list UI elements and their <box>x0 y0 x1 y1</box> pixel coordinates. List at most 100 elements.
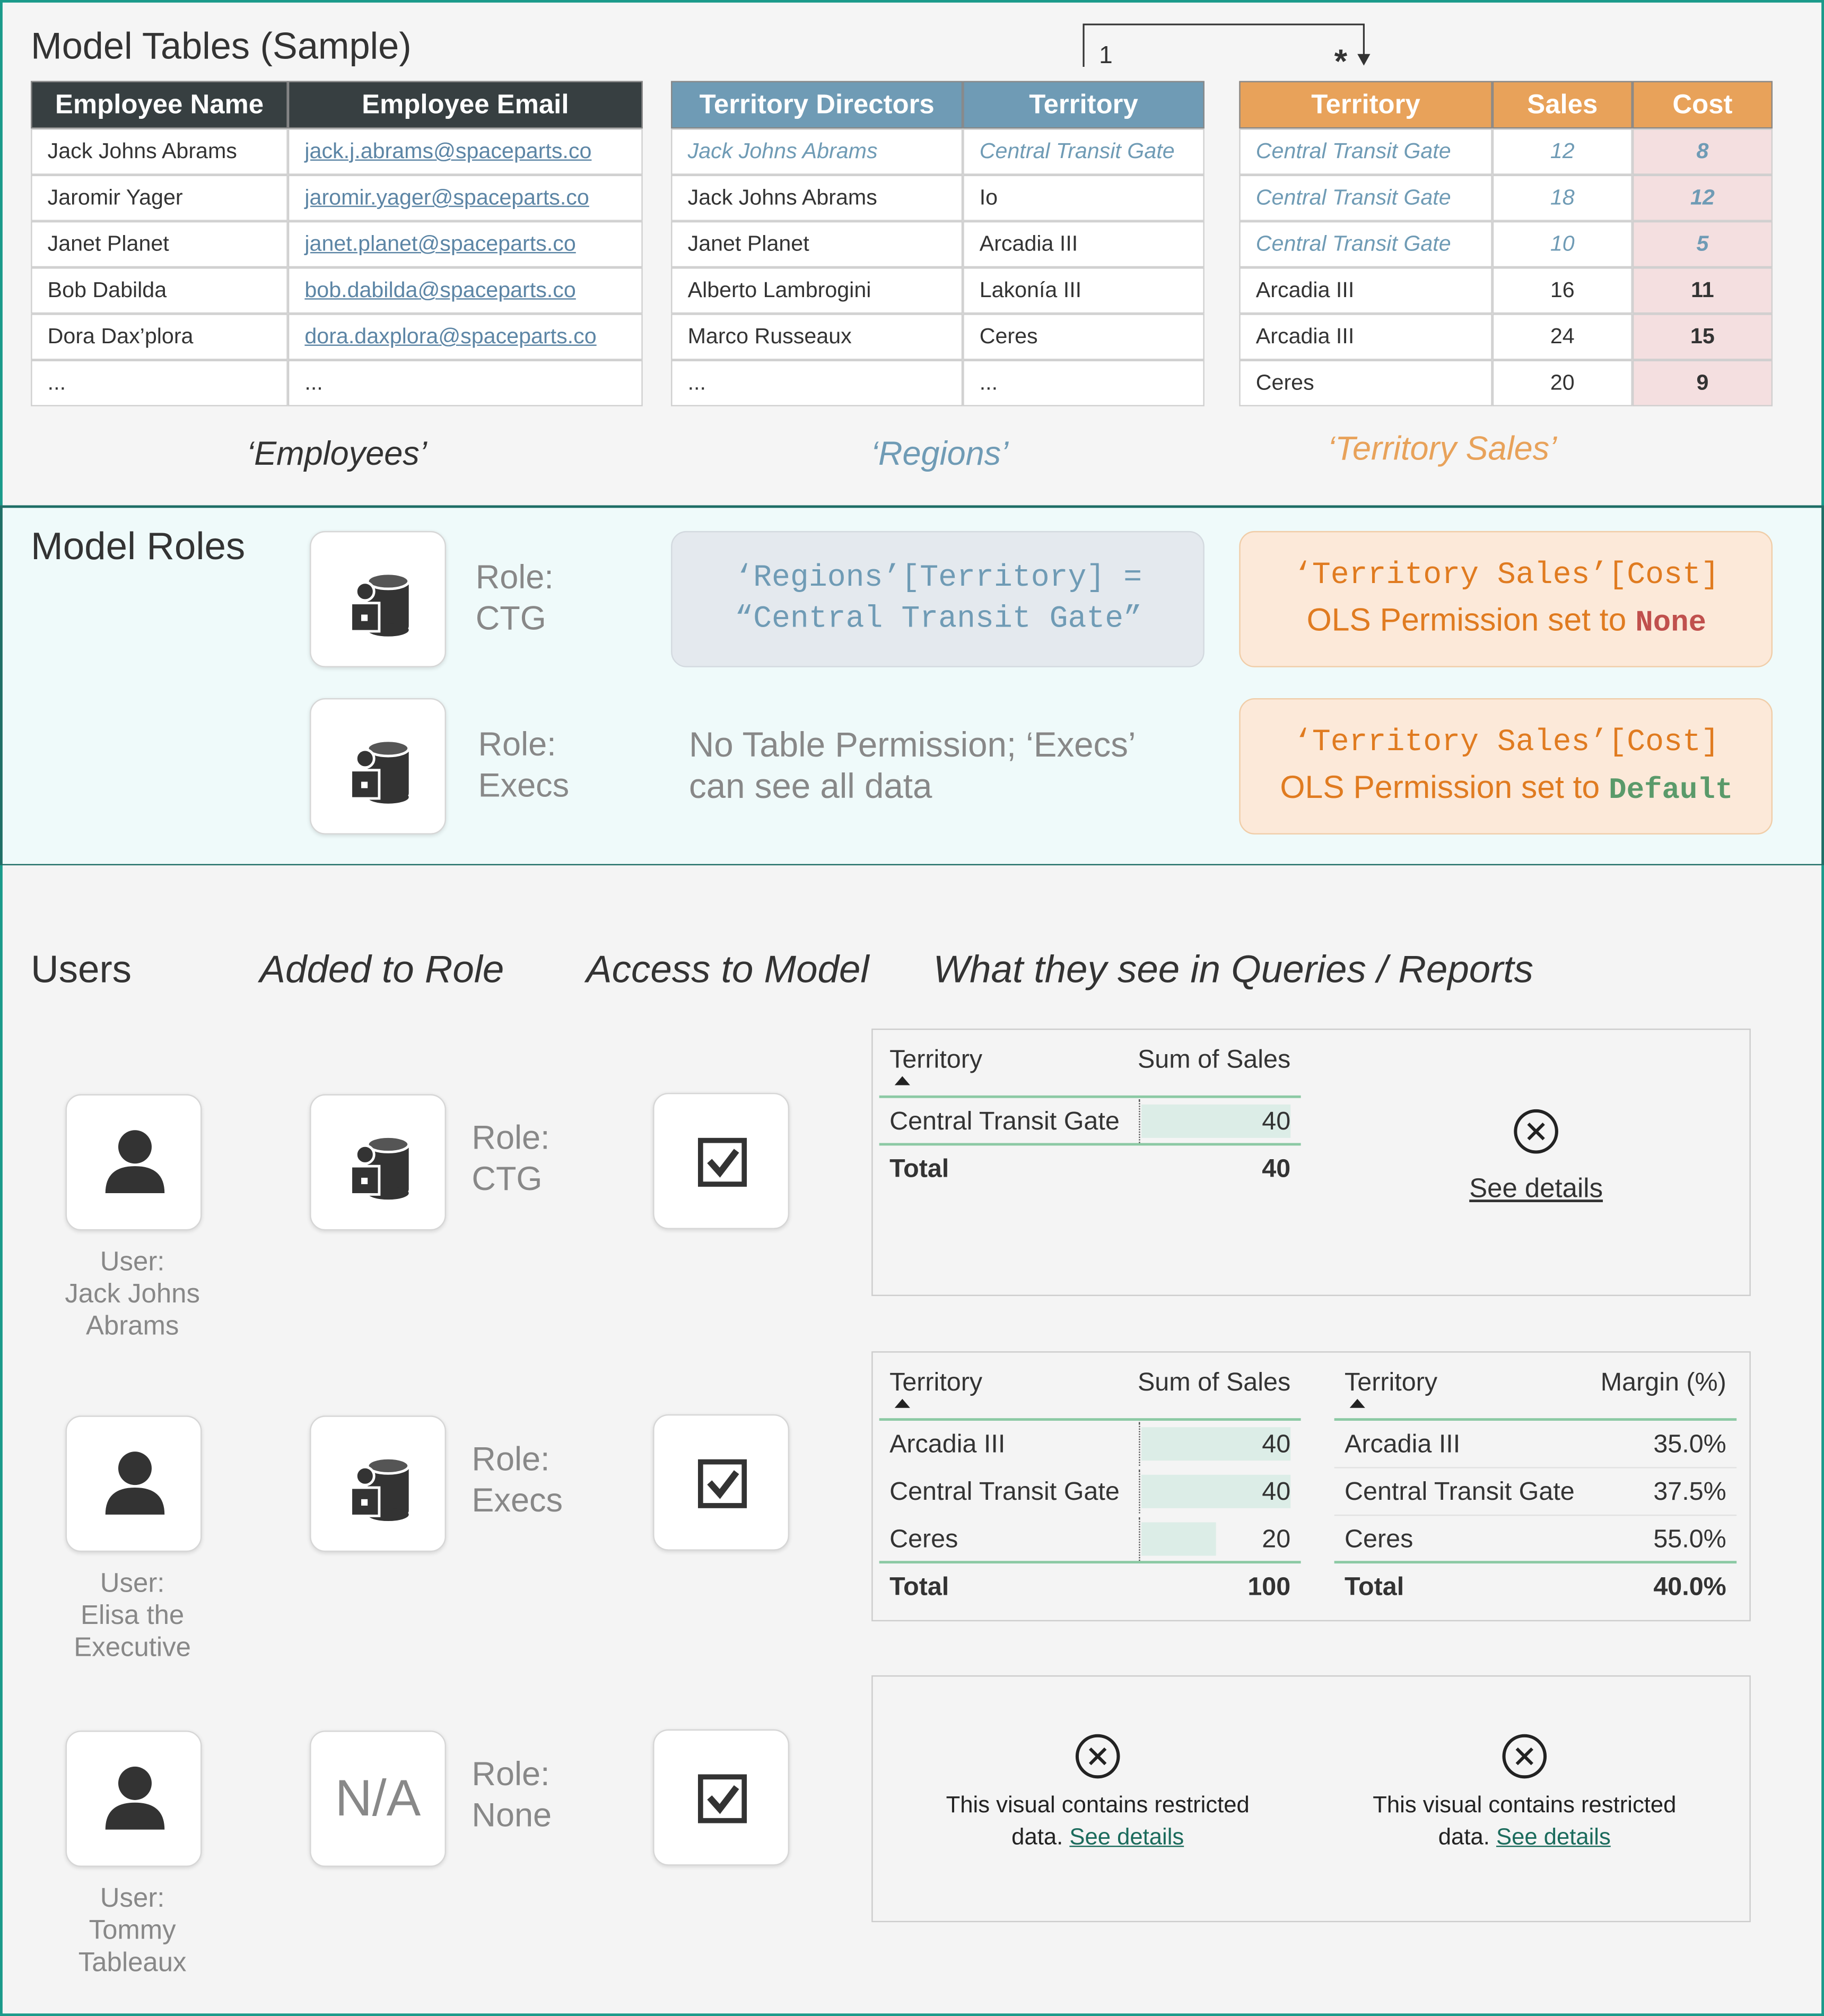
table-cell: 16 <box>1492 267 1633 314</box>
text: 1 <box>1099 42 1113 69</box>
table-cell: Io <box>963 175 1205 221</box>
text: Abrams <box>85 1311 179 1341</box>
text: This visual contains restricted <box>946 1792 1250 1818</box>
table-cell: Arcadia III <box>1239 267 1493 314</box>
table-cell: Ceres <box>1239 360 1493 406</box>
text: Role: <box>478 724 556 763</box>
report-panel <box>871 1675 1751 1923</box>
report-panel <box>871 1028 1751 1296</box>
header-line <box>1334 1418 1737 1421</box>
see-details-link[interactable]: See details <box>1069 1823 1184 1850</box>
text: can see all data <box>689 767 932 806</box>
ols-text: OLS Permission set to <box>1280 769 1600 806</box>
text: Execs <box>472 1480 563 1519</box>
text: None <box>472 1795 552 1835</box>
text: ‘Territory Sales’[Cost] <box>1293 559 1720 594</box>
text: Total <box>889 1155 949 1184</box>
icon <box>105 1766 165 1830</box>
text: Margin (%) <box>1600 1368 1726 1397</box>
table-header: Employee Email <box>287 81 643 129</box>
table-cell: Central Transit Gate <box>1239 175 1493 221</box>
text: Tableaux <box>78 1948 187 1978</box>
header-line <box>879 1418 1301 1421</box>
text: Sum of Sales <box>1137 1046 1291 1074</box>
text: 37.5% <box>1653 1478 1726 1507</box>
text: Role: <box>475 557 554 596</box>
icon <box>697 1774 747 1823</box>
text: CTG <box>475 598 546 637</box>
table-header: Territory Directors <box>671 81 963 129</box>
sort-arrow <box>894 1076 910 1085</box>
see-details-link[interactable]: See details <box>1496 1823 1611 1850</box>
icon <box>697 1137 747 1187</box>
error-icon <box>1514 1109 1558 1154</box>
role-icon <box>310 1415 446 1552</box>
table-header: Cost <box>1632 81 1773 129</box>
sort-arrow <box>1349 1398 1365 1408</box>
ols-setting: None <box>1635 606 1707 640</box>
restricted-line: data. See details <box>1438 1824 1611 1851</box>
icon <box>350 739 411 804</box>
table-cell: 8 <box>1632 128 1773 175</box>
bar-axis <box>1139 1517 1140 1561</box>
table-cell: 18 <box>1492 175 1633 221</box>
table-cell: Alberto Lambrogini <box>671 267 963 314</box>
text: Arcadia III <box>1345 1430 1461 1459</box>
icon <box>105 1452 165 1515</box>
ols-line: OLS Permission set to Default <box>1280 769 1733 806</box>
text: 20 <box>1262 1525 1291 1554</box>
text: Central Transit Gate <box>889 1478 1120 1507</box>
user-icon <box>65 1415 202 1552</box>
error-icon <box>1075 1734 1120 1779</box>
text: 55.0% <box>1653 1525 1726 1554</box>
table-cell: Jaromir Yager <box>31 175 288 221</box>
table-cell: Central Transit Gate <box>1239 128 1493 175</box>
text: ‘Territory Sales’ <box>1328 429 1557 467</box>
text: Arcadia III <box>889 1430 1006 1459</box>
restricted-line: data. See details <box>1011 1824 1184 1851</box>
bar-axis <box>1139 1422 1140 1466</box>
ols-setting: Default <box>1609 773 1733 807</box>
table-cell: 10 <box>1492 221 1633 268</box>
report-panel <box>871 1351 1751 1622</box>
table-cell: Lakonía III <box>963 267 1205 314</box>
table-cell: 24 <box>1492 314 1633 360</box>
text: 40 <box>1262 1430 1291 1459</box>
icon <box>350 1135 411 1200</box>
text: Central Transit Gate <box>889 1107 1120 1136</box>
table-cell: 5 <box>1632 221 1773 268</box>
role-icon <box>310 1094 446 1231</box>
role-icon: N/A <box>310 1731 446 1867</box>
user-icon <box>65 1731 202 1867</box>
table-cell: jaromir.yager@spaceparts.co <box>287 175 643 221</box>
table-header: Employee Name <box>31 81 288 129</box>
text: 40 <box>1262 1155 1291 1184</box>
bar-axis <box>1139 1099 1140 1143</box>
data-bar <box>1141 1522 1216 1556</box>
table-cell: Central Transit Gate <box>1239 221 1493 268</box>
see-details-link[interactable]: See details <box>1469 1174 1603 1204</box>
text: ‘Employees’ <box>247 433 427 473</box>
text: 100 <box>1247 1573 1291 1602</box>
text: Users <box>31 949 132 992</box>
text: Access to Model <box>586 949 869 992</box>
table-cell: janet.planet@spaceparts.co <box>287 221 643 268</box>
text: Execs <box>478 766 570 804</box>
table-cell: Jack Johns Abrams <box>671 175 963 221</box>
text: Central Transit Gate <box>1345 1478 1575 1507</box>
row-line <box>1334 1514 1737 1516</box>
table-cell: Central Transit Gate <box>963 128 1205 175</box>
total-line <box>879 1143 1301 1146</box>
ols-box <box>1239 531 1773 667</box>
role-icon-text: N/A <box>335 1769 421 1827</box>
text: ‘Regions’[Territory] = <box>735 561 1142 596</box>
table-cell: Jack Johns Abrams <box>671 128 963 175</box>
error-icon <box>1502 1734 1547 1779</box>
table-cell: Jack Johns Abrams <box>31 128 288 175</box>
text: ‘Regions’ <box>870 433 1009 473</box>
user-icon <box>65 1094 202 1231</box>
text: Role: <box>472 1118 550 1157</box>
text: No Table Permission; ‘Execs’ <box>689 726 1136 764</box>
icon <box>350 572 411 637</box>
